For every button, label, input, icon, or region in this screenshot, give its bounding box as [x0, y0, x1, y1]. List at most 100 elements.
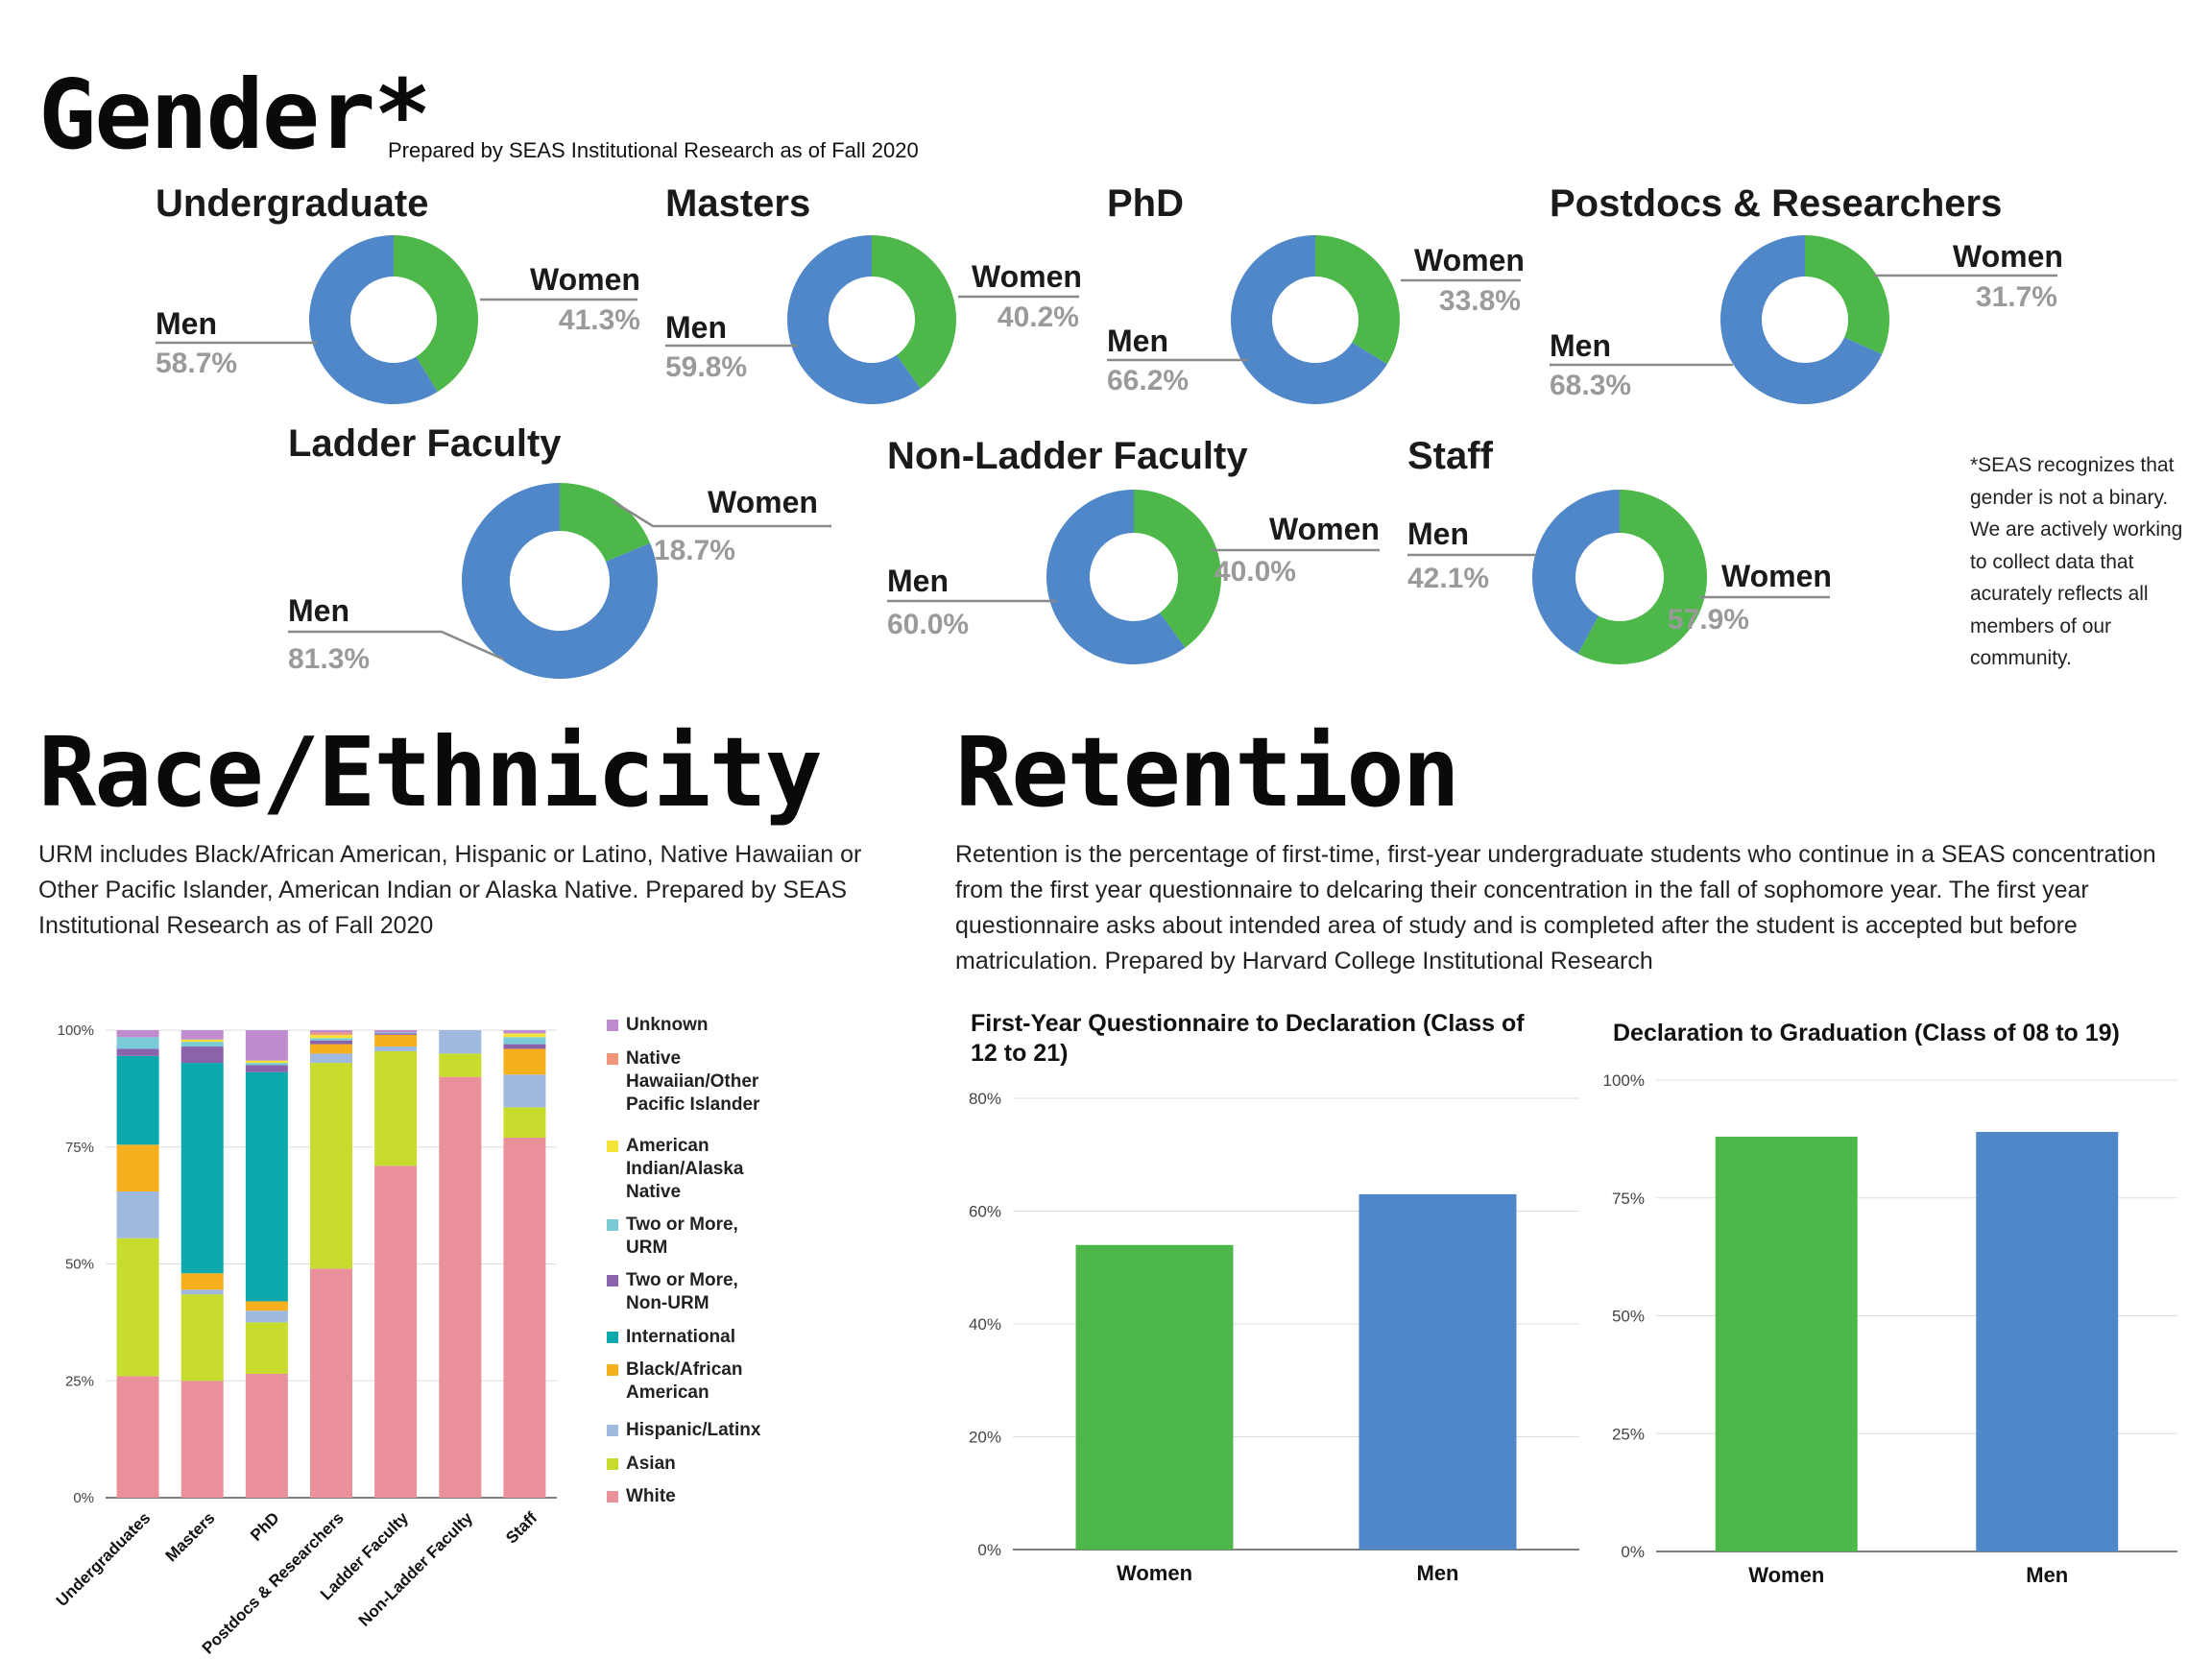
- y-tick: 20%: [969, 1429, 1001, 1447]
- x-label-men: Men: [1417, 1561, 1459, 1585]
- race-segment-black-african-american: [245, 1301, 288, 1311]
- race-y-tick: 25%: [65, 1373, 94, 1389]
- race-segment-international: [245, 1071, 288, 1302]
- value-men: 60.0%: [887, 609, 969, 640]
- race-segment-hispanic-latinx: [310, 1053, 352, 1064]
- legend-item-black-african-american: Black/African American: [607, 1359, 742, 1403]
- race-segment-two-or-more-urm: [310, 1038, 352, 1041]
- race-y-tick: 100%: [58, 1022, 94, 1039]
- race-segment-black-african-american: [374, 1034, 418, 1047]
- race-bar-non-ladder-faculty: [439, 1030, 482, 1498]
- donut-slice-women: [1577, 490, 1708, 664]
- race-segment-asian: [503, 1107, 546, 1139]
- donut-phd: PhD Women 33.8% Men 66.2%: [1107, 182, 1525, 404]
- race-segment-two-or-more-non-urm: [116, 1048, 159, 1056]
- label-men: Men: [1107, 324, 1168, 358]
- race-stacked-bar-chart: 0%25%50%75%100%Undergraduates Masters PhDP…: [53, 1015, 761, 1657]
- donut-slice-men: [787, 235, 921, 404]
- race-segment-unknown: [245, 1030, 288, 1061]
- race-bar-masters: [180, 1030, 224, 1498]
- gender-donut-charts: Undergraduate Women 41.3% Men 58.7% Masters Wo…: [156, 182, 2063, 679]
- legend-item-international: International: [607, 1327, 735, 1347]
- x-label-men: Men: [2026, 1563, 2068, 1587]
- race-x-label: Masters: [162, 1508, 219, 1565]
- x-label-women: Women: [1117, 1561, 1192, 1585]
- legend-item-native-hawaiian-other-pacific-islander: Native Hawaiian/Other Pacific Islander: [607, 1048, 760, 1115]
- y-tick: 80%: [969, 1090, 1001, 1108]
- value-men: 81.3%: [288, 643, 370, 675]
- value-men: 68.3%: [1550, 370, 1631, 401]
- race-segment-white: [245, 1373, 288, 1498]
- leader-line-men: [288, 630, 505, 661]
- chart-title: Declaration to Graduation (Class of 08 t…: [1613, 1020, 2120, 1046]
- legend-label: Unknown: [626, 1015, 709, 1035]
- legend-label: Two or More, URM: [626, 1214, 738, 1258]
- donut-slice-men: [309, 235, 438, 404]
- legend-swatch: [607, 1219, 618, 1231]
- legend-swatch: [607, 1458, 618, 1470]
- legend-swatch: [607, 1275, 618, 1286]
- race-segment-two-or-more-urm: [116, 1037, 159, 1049]
- race-segment-hispanic-latinx: [245, 1310, 288, 1323]
- value-men: 58.7%: [156, 348, 237, 379]
- value-men: 42.1%: [1407, 563, 1489, 594]
- label-men: Men: [156, 306, 217, 341]
- race-y-tick: 0%: [73, 1490, 94, 1506]
- race-segment-asian: [310, 1063, 352, 1269]
- race-segment-two-or-more-non-urm: [503, 1044, 546, 1049]
- race-description: URM includes Black/African American, His…: [38, 841, 862, 939]
- race-segment-white: [503, 1138, 546, 1498]
- race-segment-unknown: [180, 1030, 224, 1040]
- legend-swatch: [607, 1141, 618, 1152]
- race-segment-two-or-more-urm: [374, 1032, 418, 1034]
- race-segment-white: [180, 1381, 224, 1498]
- y-tick: 0%: [1621, 1543, 1645, 1561]
- race-x-label: Staff: [502, 1508, 541, 1547]
- race-segment-two-or-more-urm: [245, 1063, 288, 1066]
- race-segment-white: [374, 1166, 418, 1498]
- race-segment-international: [180, 1063, 224, 1274]
- y-tick: 0%: [977, 1541, 1001, 1559]
- y-tick: 100%: [1603, 1071, 1645, 1090]
- legend-item-two-or-more-non-urm: Two or More, Non-URM: [607, 1270, 738, 1313]
- donut-undergraduate: Undergraduate Women 41.3% Men 58.7%: [156, 182, 640, 404]
- race-x-label: Non-Ladder Faculty: [355, 1508, 477, 1630]
- race-segment-hispanic-latinx: [503, 1074, 546, 1108]
- gender-heading: Gender*: [38, 59, 431, 171]
- race-segment-hispanic-latinx: [439, 1030, 482, 1054]
- race-segment-asian: [180, 1294, 224, 1382]
- race-segment-two-or-more-non-urm: [374, 1033, 418, 1035]
- retention-graduation-chart: Declaration to Graduation (Class of 08 t…: [1603, 1020, 2177, 1587]
- label-men: Men: [1550, 328, 1611, 363]
- legend-label: Black/African American: [626, 1359, 742, 1403]
- race-segment-white: [116, 1376, 159, 1498]
- label-women: Women: [1953, 239, 2063, 274]
- label-women: Women: [972, 259, 1082, 294]
- label-men: Men: [288, 593, 349, 628]
- donut-slice-men: [1720, 235, 1883, 405]
- bar-men: [1358, 1193, 1517, 1550]
- race-bar-undergraduates: [116, 1030, 159, 1498]
- bar-women: [1715, 1136, 1858, 1551]
- race-bar-postdocs-researchers: [310, 1030, 352, 1498]
- legend-label: International: [626, 1327, 735, 1347]
- label-men: Men: [1407, 517, 1469, 551]
- donut-non-ladder-faculty: Non-Ladder Faculty Women 40.0% Men 60.0%: [887, 435, 1380, 665]
- legend-label: Two or More, Non-URM: [626, 1270, 738, 1313]
- race-bar-ladder-faculty: [374, 1030, 418, 1498]
- y-tick: 75%: [1612, 1190, 1645, 1208]
- donut-slice-women: [394, 235, 479, 393]
- race-segment-international: [116, 1055, 159, 1145]
- race-segment-american-indian-alaska-native: [503, 1033, 546, 1038]
- label-men: Men: [665, 310, 727, 345]
- donut-slice-men: [1231, 235, 1387, 404]
- x-label-women: Women: [1748, 1563, 1824, 1587]
- race-segment-white: [310, 1268, 352, 1498]
- y-tick: 50%: [1612, 1308, 1645, 1326]
- race-x-label: Undergraduates: [53, 1508, 155, 1610]
- race-segment-native-hawaiian-other-pacific-islander: [310, 1032, 352, 1035]
- value-women: 33.8%: [1439, 285, 1521, 317]
- legend-label: Hispanic/Latinx: [626, 1420, 761, 1440]
- race-segment-american-indian-alaska-native: [310, 1034, 352, 1039]
- race-segment-unknown: [374, 1030, 418, 1033]
